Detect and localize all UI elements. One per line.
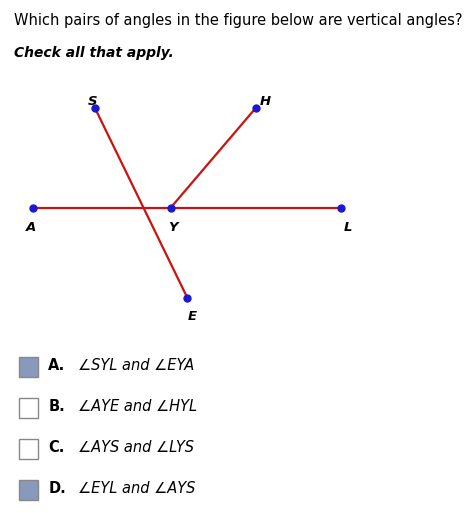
Text: Which pairs of angles in the figure below are vertical angles?: Which pairs of angles in the figure belo… [14,13,463,28]
Text: B.: B. [48,399,65,415]
Bar [19,480,38,500]
Text: Y: Y [168,221,178,233]
Text: L: L [344,221,352,233]
Text: A: A [26,221,36,233]
Text: Check all that apply.: Check all that apply. [14,46,174,60]
Text: ∠EYL and ∠AYS: ∠EYL and ∠AYS [78,481,196,497]
Bar [19,439,38,459]
Text: S: S [88,95,97,108]
Text: ∠AYE and ∠HYL: ∠AYE and ∠HYL [78,399,197,415]
Text: ∠SYL and ∠EYA: ∠SYL and ∠EYA [78,358,194,373]
Bar [19,357,38,377]
Text: H: H [260,95,271,108]
Text: E: E [187,310,196,323]
Text: A.: A. [48,358,65,373]
Text: D.: D. [48,481,66,497]
Text: C.: C. [48,440,65,456]
Bar [19,398,38,418]
Text: ∠AYS and ∠LYS: ∠AYS and ∠LYS [78,440,194,456]
